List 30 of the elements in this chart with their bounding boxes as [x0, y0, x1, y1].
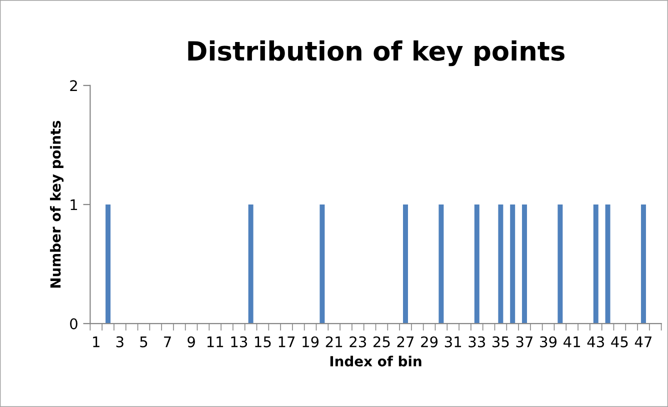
x-tick-label: 11 [207, 336, 224, 348]
x-tick-label: 47 [634, 336, 652, 348]
y-tick-label: 2 [70, 80, 77, 92]
x-tick-label: 9 [188, 336, 195, 348]
x-tick-label: 17 [278, 336, 295, 348]
x-tick-label: 39 [540, 336, 557, 348]
x-tick-label: 15 [255, 336, 271, 348]
x-tick-label: 3 [116, 336, 124, 348]
y-tick-label: 0 [70, 318, 78, 330]
x-tick-label: 37 [516, 336, 533, 348]
x-tick-label: 31 [444, 336, 462, 348]
x-tick-label: 35 [492, 336, 509, 348]
x-tick-label: 43 [587, 336, 604, 348]
x-tick-label: 25 [373, 336, 390, 348]
x-tick-label: 45 [611, 336, 628, 348]
x-tick-label: 23 [350, 336, 366, 348]
x-tick-label: 7 [164, 336, 171, 348]
x-tick-label: 1 [93, 336, 100, 348]
x-tick-label: 5 [140, 336, 148, 348]
x-tick-label: 13 [231, 336, 248, 348]
x-tick-label: 33 [468, 336, 485, 348]
y-tick-label: 1 [70, 199, 78, 210]
x-tick-label: 41 [564, 336, 580, 348]
x-tick-label: 27 [397, 336, 414, 348]
x-axis-title: Index of bin [330, 356, 422, 366]
x-tick-label: 29 [421, 336, 438, 348]
x-tick-label: 21 [326, 336, 342, 348]
chart-title: Distribution of key points [188, 40, 564, 66]
y-axis-title: Number of key points [50, 120, 64, 288]
x-tick-label: 19 [302, 336, 319, 348]
